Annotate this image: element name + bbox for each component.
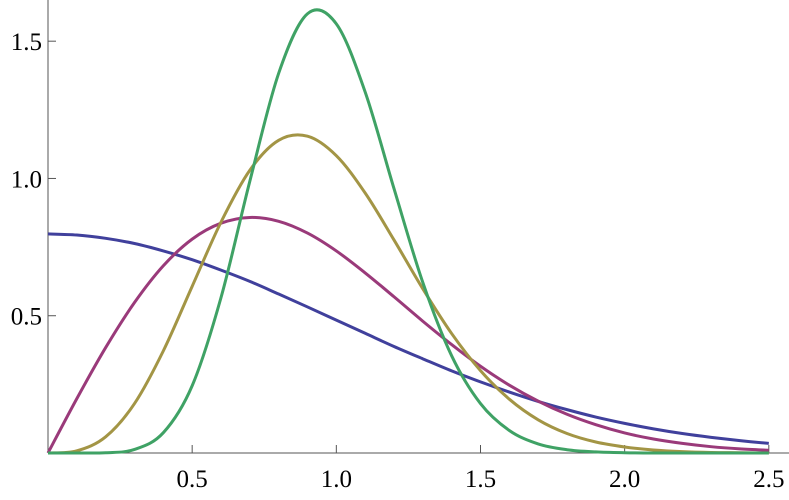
x-tick-label: 1.5 [465, 466, 496, 493]
y-tick-label: 0.5 [11, 304, 42, 331]
line-series [47, 133, 769, 455]
line-series [46, 215, 769, 454]
line-series [47, 8, 769, 455]
x-tick-label: 0.5 [177, 466, 208, 493]
x-tick-label: 2.5 [753, 466, 784, 493]
line-series [47, 232, 769, 445]
y-tick-label: 1.0 [11, 166, 42, 193]
y-tick-label: 1.5 [11, 29, 42, 56]
x-tick-label: 2.0 [609, 466, 640, 493]
x-tick-label: 1.0 [321, 466, 352, 493]
